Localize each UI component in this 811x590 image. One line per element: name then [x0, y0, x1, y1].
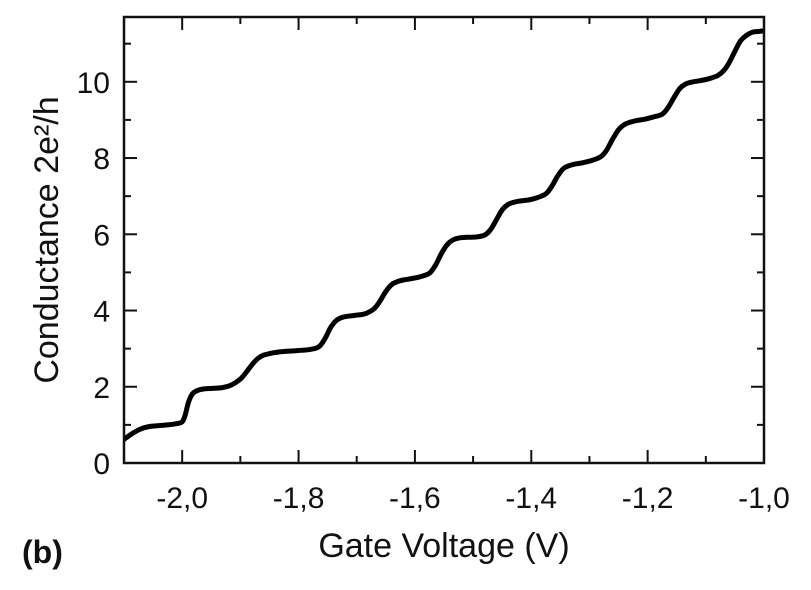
x-tick-label: -1,8 — [273, 482, 325, 515]
plot-frame — [122, 15, 766, 465]
y-tick-label: 4 — [93, 296, 110, 329]
x-axis-title: Gate Voltage (V) — [318, 527, 569, 565]
x-tick-label: -1,4 — [505, 482, 557, 515]
x-major-ticks — [181, 17, 765, 463]
x-tick-label: -1,2 — [622, 482, 674, 515]
x-tick-label: -1,6 — [389, 482, 441, 515]
panel-label: (b) — [22, 534, 63, 570]
y-axis-title: Conductance 2e²/h — [28, 96, 66, 383]
y-tick-label: 0 — [93, 448, 110, 481]
x-tick-label: -2,0 — [156, 482, 208, 515]
y-minor-ticks — [124, 42, 764, 426]
x-minor-ticks — [123, 17, 707, 463]
y-tick-label: 6 — [93, 219, 110, 252]
y-major-ticks — [124, 80, 764, 464]
y-tick-label: 2 — [93, 372, 110, 405]
x-tick-label: -1,0 — [738, 482, 790, 515]
y-tick-label: 8 — [93, 143, 110, 176]
y-tick-label: 10 — [77, 67, 110, 100]
conductance-series-line — [124, 28, 764, 442]
y-tick-labels: 0 2 4 6 8 10 — [77, 67, 110, 481]
x-tick-labels: -2,0 -1,8 -1,6 -1,4 -1,2 -1,0 — [156, 482, 790, 515]
